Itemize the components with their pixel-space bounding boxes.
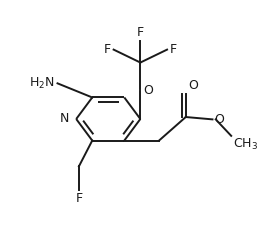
Text: F: F [137,26,144,39]
Text: $\mathregular{H_2N}$: $\mathregular{H_2N}$ [29,76,55,91]
Text: F: F [75,192,82,205]
Text: N: N [60,113,70,125]
Text: O: O [144,84,153,97]
Text: F: F [170,43,177,56]
Text: F: F [104,43,111,56]
Text: $\mathregular{CH_3}$: $\mathregular{CH_3}$ [232,137,258,152]
Text: O: O [188,79,198,92]
Text: O: O [214,113,224,126]
